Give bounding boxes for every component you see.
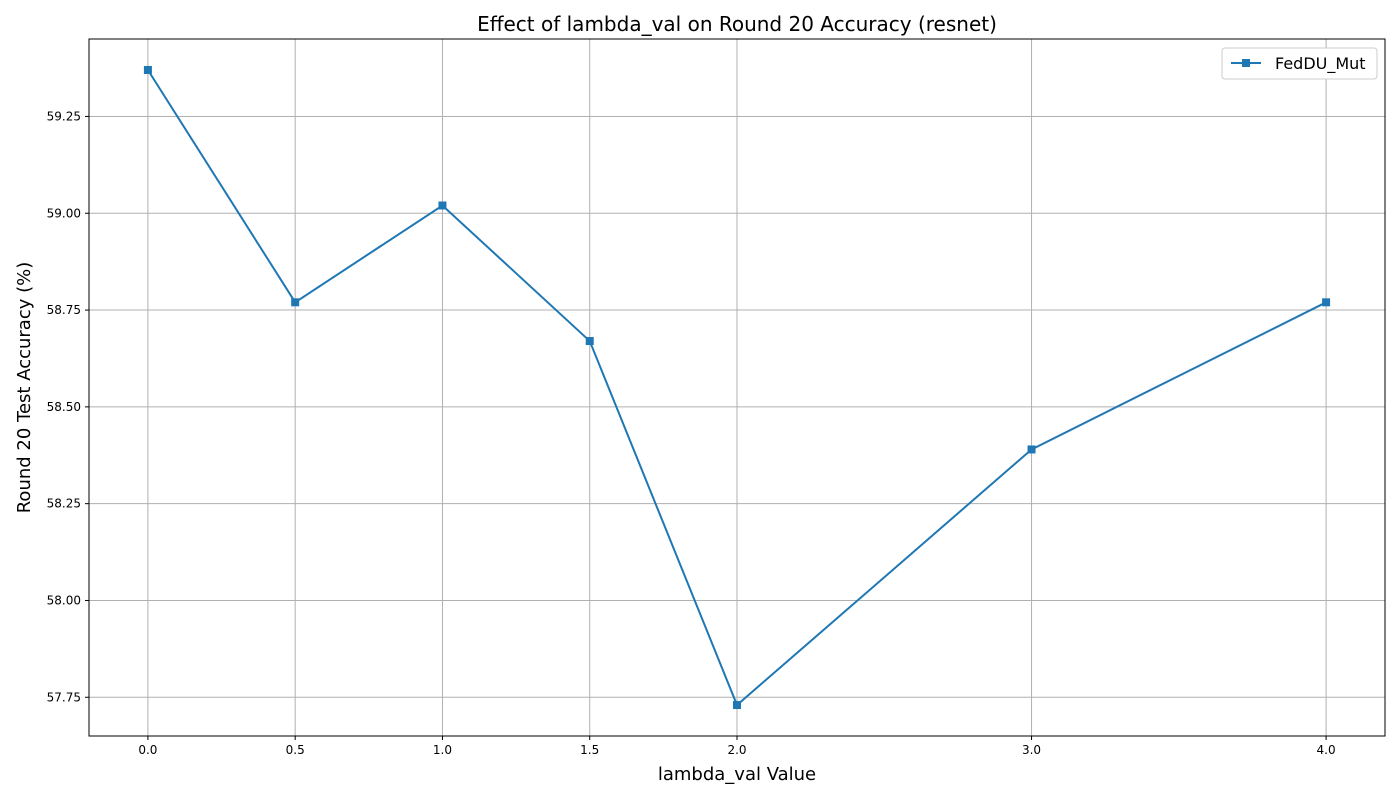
- grid-lines: [89, 39, 1385, 736]
- x-tick-label: 0.5: [286, 743, 305, 757]
- y-tick-label: 57.75: [47, 690, 81, 704]
- legend-box: [1221, 47, 1378, 80]
- x-axis-label: lambda_val Value: [658, 764, 816, 785]
- x-tick-label: 1.0: [433, 743, 452, 757]
- series-layer: [143, 65, 1331, 710]
- axis-ticks: 0.0 0.5 1.0 1.5 2.0 3.0 4.0 57.75 58.00 58.25 58.5…: [47, 109, 1336, 757]
- data-point-marker: [733, 701, 741, 710]
- x-tick-label: 2.0: [727, 743, 746, 757]
- data-point-marker: [438, 201, 447, 210]
- data-point-marker: [1322, 298, 1331, 307]
- data-point-marker: [1027, 445, 1036, 454]
- legend-series-label: FedDU_Mut: [1275, 54, 1366, 74]
- data-point-marker: [291, 298, 300, 307]
- y-tick-label: 59.25: [47, 109, 81, 123]
- x-tick-label: 1.5: [580, 743, 599, 757]
- y-axis-label: Round 20 Test Accuracy (%): [14, 262, 35, 514]
- data-point-marker: [143, 65, 152, 74]
- x-tick-label: 3.0: [1022, 743, 1041, 757]
- legend: FedDU_Mut: [1221, 47, 1378, 80]
- y-tick-label: 58.00: [47, 593, 81, 607]
- y-tick-label: 59.00: [47, 206, 81, 220]
- legend-series-marker: [1242, 59, 1250, 67]
- x-tick-label: 4.0: [1317, 743, 1336, 757]
- data-point-marker: [585, 337, 594, 346]
- x-tick-label: 0.0: [138, 743, 157, 757]
- chart-title: Effect of lambda_val on Round 20 Accurac…: [477, 12, 997, 36]
- y-tick-label: 58.50: [47, 400, 81, 414]
- y-tick-label: 58.75: [47, 303, 81, 317]
- y-tick-label: 58.25: [47, 497, 81, 511]
